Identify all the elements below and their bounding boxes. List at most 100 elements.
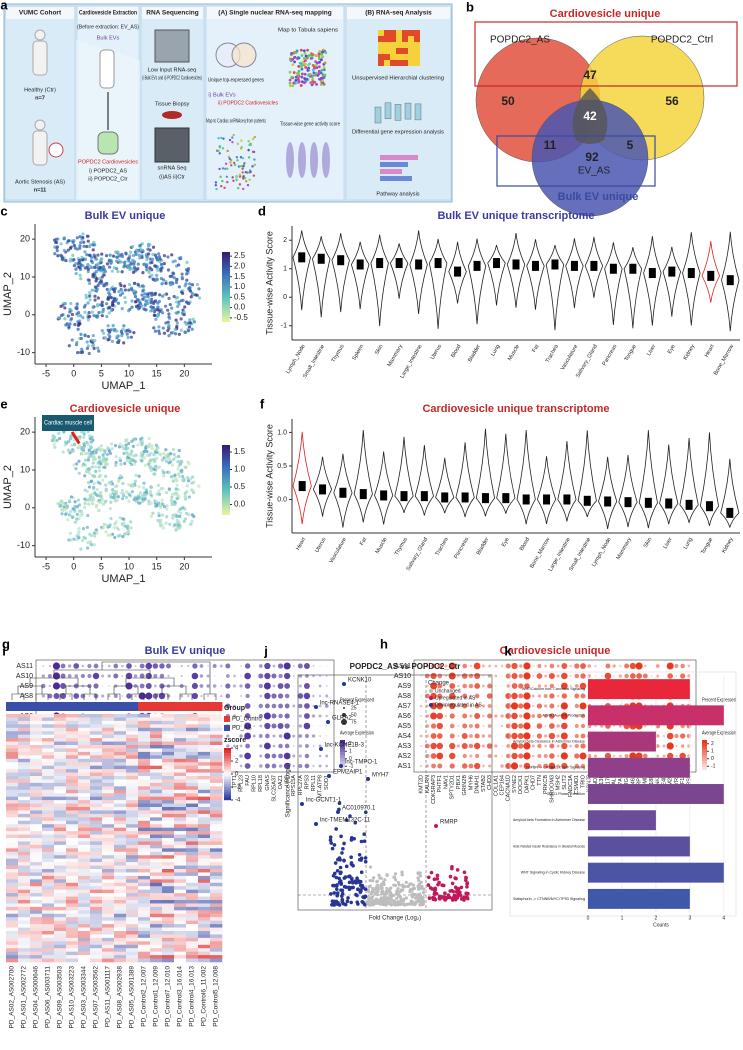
dot (556, 664, 560, 668)
heat-cell (66, 734, 79, 739)
heat-cell (90, 769, 103, 773)
colorbar (340, 758, 345, 762)
heat-mini (384, 60, 390, 66)
volcano-point (354, 881, 358, 885)
heat-cell (18, 900, 31, 904)
x-tick-label: Thymus (331, 344, 346, 364)
median-box (339, 487, 347, 498)
heat-cell (114, 810, 127, 815)
heat-cell (54, 848, 67, 853)
violin (506, 233, 526, 308)
umap-point (145, 299, 149, 303)
heat-cell (162, 720, 175, 725)
heat-cell (18, 717, 31, 722)
umap-point (86, 278, 90, 282)
umap-point (176, 467, 180, 471)
dot (561, 762, 568, 770)
dot (457, 724, 460, 728)
volcano-point (392, 899, 396, 903)
volcano-point (334, 827, 338, 831)
heat-cell (198, 745, 211, 749)
heat-cell (66, 745, 79, 749)
heat-cell (30, 875, 43, 880)
label: 0.0 (234, 303, 246, 312)
umap-point (87, 471, 92, 476)
dot (437, 693, 443, 699)
heat-cell (150, 958, 163, 963)
umap-point (52, 238, 57, 242)
heat-cell (198, 717, 211, 722)
heat-cell (150, 796, 163, 801)
dot (549, 753, 555, 759)
umap-point (188, 289, 193, 293)
colorbar (224, 748, 231, 751)
heat-cell (78, 917, 91, 921)
dot (449, 742, 456, 750)
umap-point (90, 288, 94, 292)
umap-point (144, 488, 148, 492)
violin (565, 238, 584, 309)
heat-cell (102, 738, 115, 742)
heat-mini (408, 48, 414, 54)
heat-cell (186, 820, 199, 825)
heat-cell (138, 817, 151, 822)
heat-cell (210, 937, 223, 942)
heat-cell (66, 920, 79, 925)
heat-cell (90, 927, 103, 932)
label: 25 (351, 705, 357, 711)
umap-point (90, 465, 94, 469)
heat-cell (78, 796, 91, 801)
row-label: AS11 (394, 663, 411, 670)
heat-cell (174, 789, 187, 794)
heat-cell (78, 776, 91, 780)
heat-cell (138, 720, 151, 725)
heat-cell (114, 893, 127, 897)
umap-point (111, 323, 115, 327)
dot (174, 695, 176, 697)
umap-point (159, 487, 163, 491)
heat-cell (30, 800, 43, 804)
umap-point (166, 329, 170, 333)
heat-cell (78, 875, 91, 880)
umap-point (149, 301, 153, 305)
violin (292, 431, 312, 525)
heat-cell (30, 807, 43, 811)
dot (283, 662, 291, 670)
heat-cell (138, 772, 151, 777)
heat-cell (90, 796, 103, 801)
umap-point (108, 253, 112, 257)
dot (580, 673, 586, 679)
gene-label: RPL18 (258, 775, 264, 792)
umap-point (179, 255, 183, 260)
heat-cell (6, 748, 19, 753)
volcano-point (337, 876, 341, 881)
heat-cell (114, 958, 127, 963)
heat-cell (90, 776, 103, 780)
heat-cell (186, 776, 199, 780)
umap-point (111, 490, 115, 494)
dot (574, 724, 579, 728)
heat-cell (198, 776, 211, 780)
volcano-point (421, 896, 425, 900)
heat-cell (138, 875, 151, 880)
heat-cell (102, 910, 115, 915)
volcano-point (411, 883, 416, 887)
dot (233, 674, 236, 678)
violin-mini (322, 142, 330, 178)
umap-point (74, 467, 78, 471)
umap-point (88, 298, 92, 302)
dot (532, 725, 534, 727)
umap-point (60, 512, 64, 516)
dot (187, 694, 190, 698)
heat-cell (210, 889, 223, 894)
x-tick-label: Vasculature (560, 344, 580, 372)
dot (462, 723, 468, 729)
heat-cell (6, 820, 19, 825)
umap-point (64, 323, 68, 327)
heat-cell (78, 807, 91, 811)
umap-dot (303, 51, 307, 55)
umap-point (149, 485, 154, 489)
heat-cell (198, 820, 211, 825)
dot (319, 674, 322, 678)
heat-cell (102, 755, 115, 760)
